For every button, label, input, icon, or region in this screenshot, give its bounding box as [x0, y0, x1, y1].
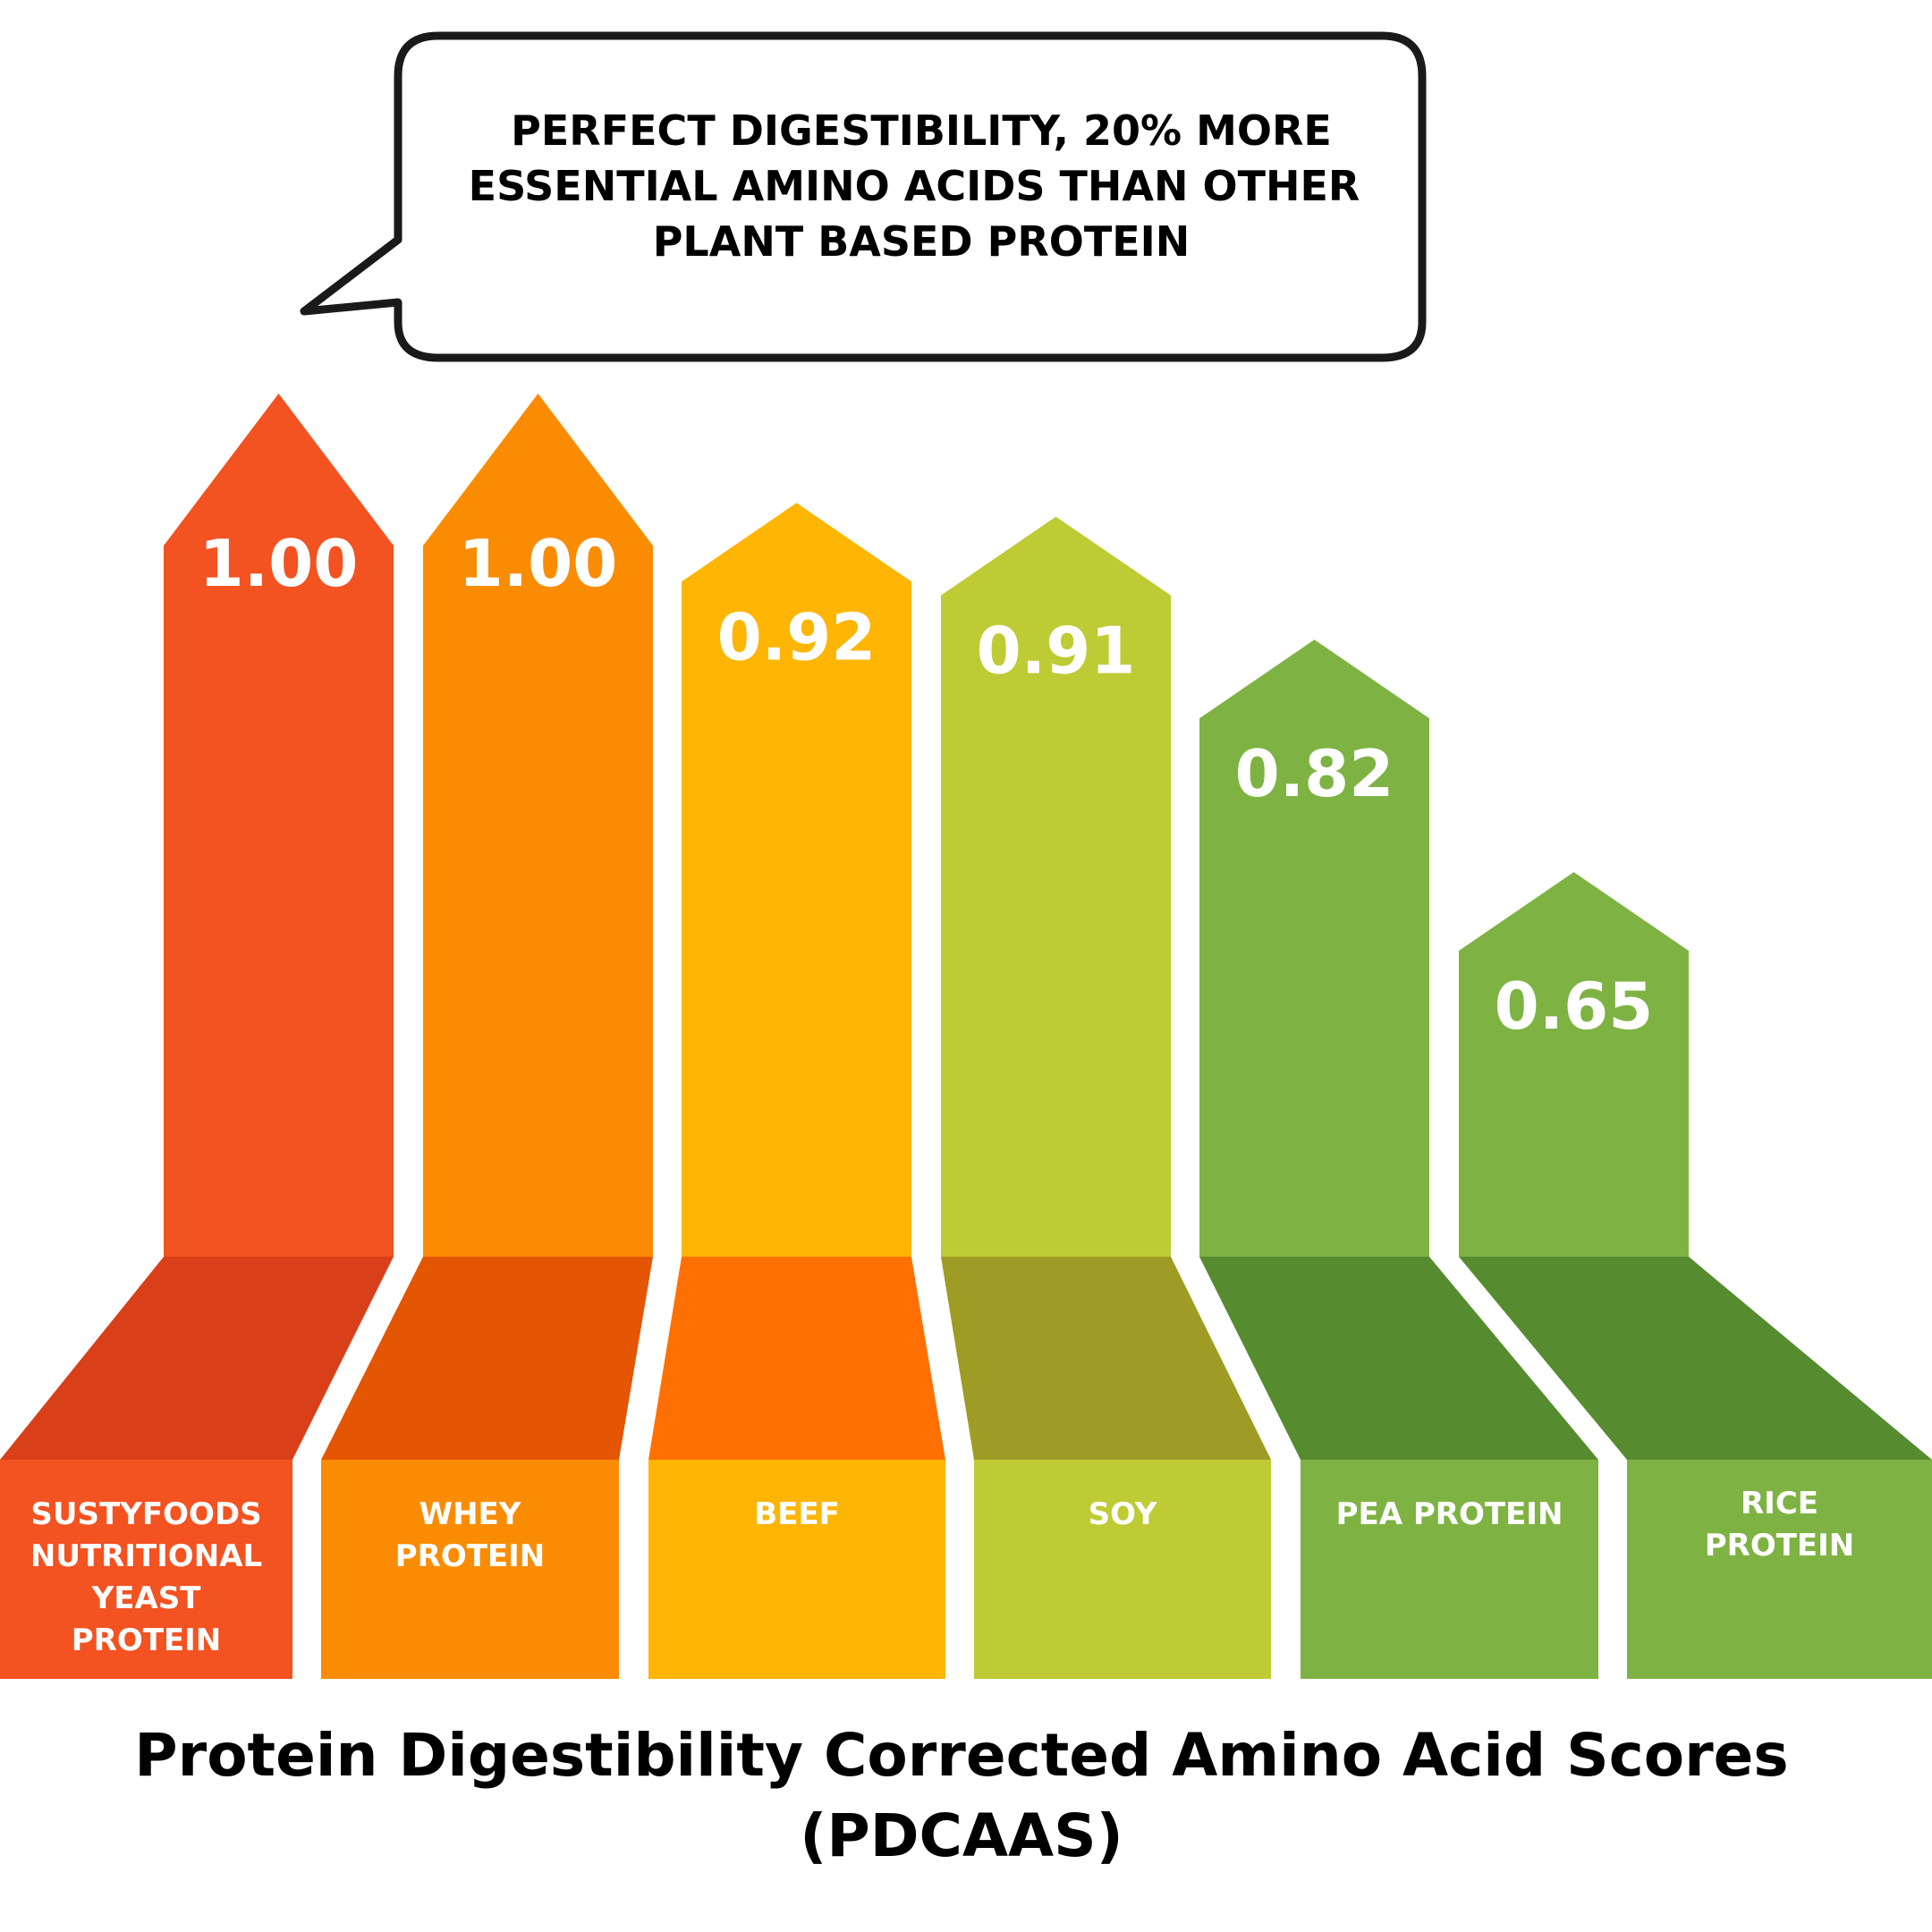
- bar-category-label: NUTRITIONAL: [30, 1538, 262, 1574]
- bar-floor-shadow: [321, 1257, 653, 1460]
- bar-floor-shadow: [941, 1257, 1271, 1460]
- chart-title-line-1: Protein Digestibility Corrected Amino Ac…: [134, 1721, 1788, 1790]
- bar-category-label: PROTEIN: [72, 1623, 222, 1658]
- callout-line-2: ESSENTIAL AMINO ACIDS THAN OTHER: [469, 162, 1360, 210]
- callout-line-3: PLANT BASED PROTEIN: [653, 217, 1191, 266]
- bar-value-label: 0.91: [977, 614, 1136, 689]
- bar-value-label: 0.82: [1235, 736, 1394, 811]
- bars-group: 1.00 SUSTYFOODS NUTRITIONAL YEAST PROTEIN 1.0…: [0, 394, 1932, 1679]
- bar-column: [1459, 872, 1689, 1257]
- bar-value-label: 0.65: [1495, 969, 1654, 1044]
- bar-column: [941, 516, 1171, 1257]
- bar-label-plate: [1301, 1460, 1598, 1679]
- callout-line-1: PERFECT DIGESTIBILITY, 20% MORE: [511, 106, 1332, 155]
- bar-category-label: YEAST: [91, 1580, 202, 1616]
- bar-value-label: 1.00: [459, 526, 618, 601]
- bar-value-label: 1.00: [199, 526, 359, 601]
- bar-column: [164, 394, 394, 1257]
- bar-category-label: BEEF: [754, 1496, 840, 1532]
- callout-bubble-outline: [300, 31, 1427, 362]
- bar-floor-shadow: [0, 1257, 394, 1460]
- bar-category-label: RICE: [1741, 1486, 1818, 1521]
- bar-floor-shadow: [1459, 1257, 1932, 1460]
- bar-label-plate: [321, 1460, 619, 1679]
- bar-column: [423, 394, 653, 1257]
- bar-label-plate: [648, 1460, 945, 1679]
- bar-category-label: PROTEIN: [395, 1538, 546, 1574]
- bar-category-label: WHEY: [419, 1496, 521, 1532]
- chart-title: Protein Digestibility Corrected Amino Ac…: [134, 1721, 1788, 1870]
- chart-title-line-2: (PDCAAS): [800, 1801, 1123, 1870]
- callout-bubble: PERFECT DIGESTIBILITY, 20% MORE ESSENTIA…: [300, 31, 1427, 362]
- bar-label-plate: [974, 1460, 1271, 1679]
- bar-category-label: SUSTYFOODS: [30, 1496, 261, 1532]
- bar-floor-shadow: [648, 1257, 945, 1460]
- bar-column: [1199, 640, 1429, 1257]
- bar-category-label: PROTEIN: [1705, 1528, 1855, 1563]
- bar-category-label: PEA PROTEIN: [1336, 1496, 1563, 1532]
- bar-value-label: 0.92: [717, 599, 877, 674]
- bar-floor-shadow: [1199, 1257, 1598, 1460]
- bar-label-plate: [1627, 1460, 1932, 1679]
- bar-column: [682, 503, 911, 1257]
- bar-label-plate: [0, 1460, 292, 1679]
- bar-category-label: SOY: [1089, 1496, 1157, 1532]
